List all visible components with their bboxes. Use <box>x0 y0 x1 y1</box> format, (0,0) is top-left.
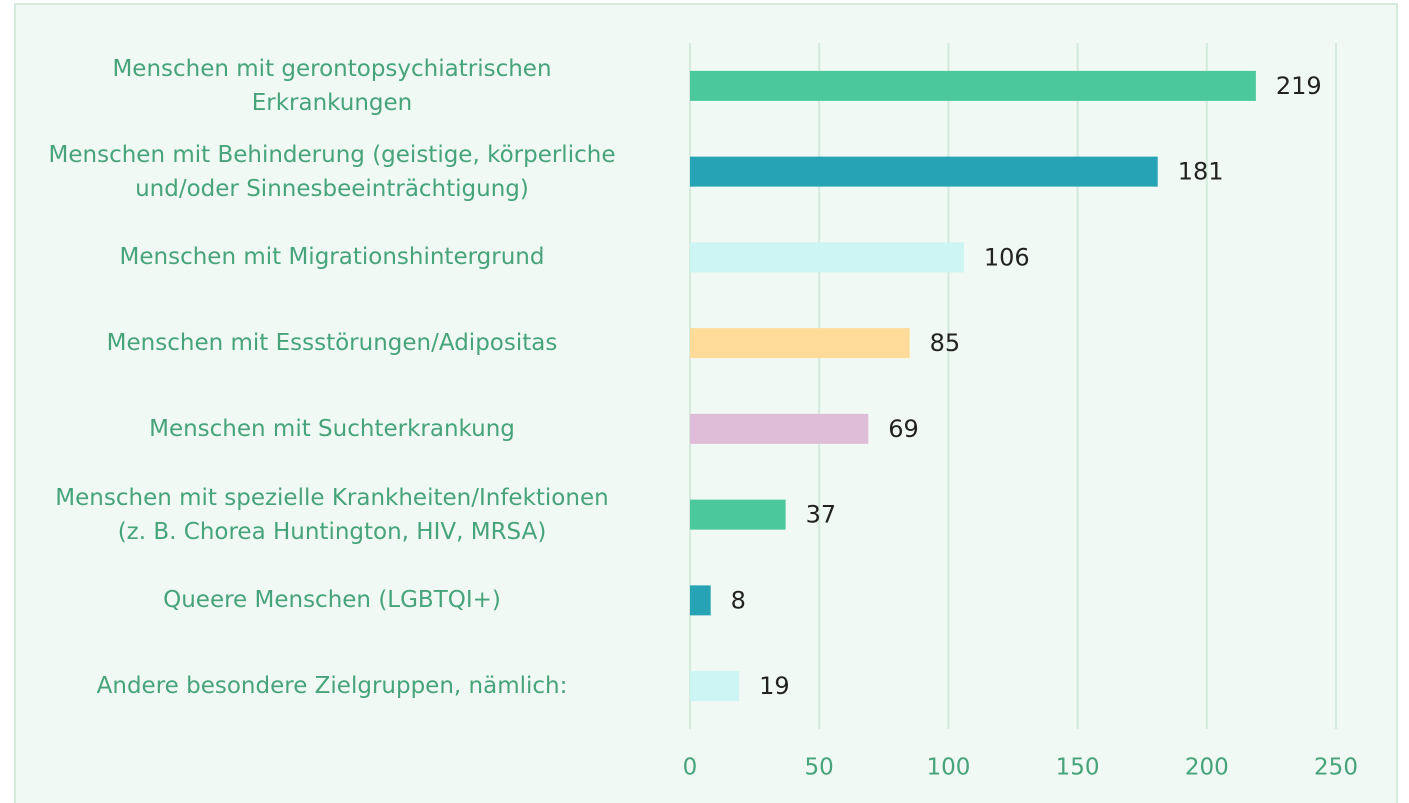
bar <box>690 70 1256 101</box>
value-label: 181 <box>1178 158 1224 186</box>
category-label: Menschen mit Essstörungen/Adipositas <box>106 330 558 357</box>
bar <box>690 242 964 273</box>
x-tick-label: 150 <box>1056 755 1100 781</box>
category-label: Menschen mit Migrationshintergrund <box>119 244 545 271</box>
x-tick-label: 250 <box>1314 755 1358 781</box>
bar <box>690 413 869 444</box>
category-label: Menschen mit spezielle Krankheiten/Infek… <box>55 484 609 545</box>
x-tick-label: 0 <box>683 755 698 781</box>
category-label: Menschen mit Behinderung (geistige, körp… <box>48 141 616 202</box>
bar <box>690 499 786 530</box>
value-label: 85 <box>930 329 961 357</box>
value-label: 219 <box>1276 72 1322 100</box>
chart-frame <box>14 3 1398 803</box>
bar <box>690 585 711 616</box>
value-label: 19 <box>759 672 790 700</box>
category-label: Menschen mit gerontopsychiatrischen Erkr… <box>112 55 552 116</box>
value-label: 8 <box>731 586 746 614</box>
bar <box>690 671 740 702</box>
x-tick-label: 100 <box>926 755 970 781</box>
value-label: 69 <box>888 415 919 443</box>
x-tick-label: 50 <box>805 755 834 781</box>
category-label: Andere besondere Zielgruppen, nämlich: <box>96 673 568 700</box>
value-label: 37 <box>806 501 837 529</box>
bar <box>690 328 910 359</box>
value-label: 106 <box>984 243 1030 271</box>
category-label: Menschen mit Suchterkrankung <box>149 415 515 442</box>
x-tick-label: 200 <box>1185 755 1229 781</box>
bar <box>690 156 1158 187</box>
category-label: Queere Menschen (LGBTQI+) <box>163 587 501 614</box>
